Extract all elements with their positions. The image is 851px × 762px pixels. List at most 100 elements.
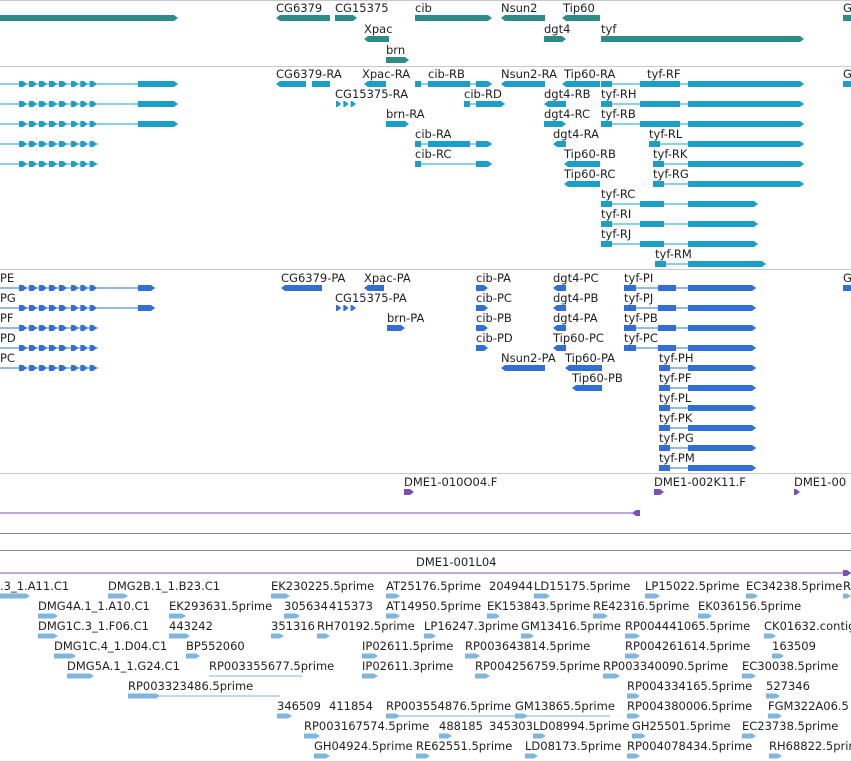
exon-glyph[interactable] [336, 101, 342, 107]
exon-glyph[interactable] [39, 161, 47, 167]
transcript-label[interactable]: Nsun2-RA [501, 67, 558, 81]
transcript[interactable] [601, 81, 612, 87]
est-glyph[interactable] [521, 633, 534, 639]
transcript-label[interactable]: CG6379-PA [281, 271, 346, 285]
transcript-label[interactable]: dgt4-RA [553, 127, 599, 141]
transcript-label[interactable]: PF [0, 311, 14, 325]
clone-glyph[interactable] [794, 489, 800, 495]
gene-label[interactable]: G [843, 1, 851, 15]
transcript-label[interactable]: cib-PD [476, 331, 513, 345]
est-glyph[interactable] [0, 593, 30, 599]
transcript-label[interactable]: tyf-RK [653, 147, 688, 161]
exon-glyph[interactable] [89, 101, 97, 107]
transcript[interactable] [688, 261, 766, 267]
est-label[interactable]: RP004441065.5prime [625, 619, 751, 633]
est-label[interactable]: 411854 [329, 699, 373, 713]
transcript-label[interactable]: cib-PA [476, 271, 512, 285]
exon-glyph[interactable] [71, 345, 79, 351]
transcript-label[interactable]: cib-PC [476, 291, 512, 305]
transcript-label[interactable]: tyf-PL [659, 391, 692, 405]
exon-glyph[interactable] [29, 121, 37, 127]
est-glyph[interactable] [625, 633, 640, 639]
transcript-glyph[interactable] [138, 81, 178, 87]
est-glyph[interactable] [742, 733, 756, 739]
transcript[interactable] [658, 305, 676, 311]
exon-glyph[interactable] [39, 81, 47, 87]
exon-glyph[interactable] [19, 121, 27, 127]
est-label[interactable]: EK230225.5prime [271, 579, 375, 593]
transcript-glyph[interactable] [572, 385, 602, 391]
gene-glyph[interactable] [335, 15, 357, 21]
est-label[interactable]: GM13865.5prime [515, 699, 615, 713]
est-glyph[interactable] [487, 613, 500, 619]
gene-label[interactable]: brn [386, 43, 406, 57]
est-label[interactable]: RP003355677.5prime [209, 659, 335, 673]
gene-glyph[interactable] [386, 57, 409, 63]
transcript-label[interactable]: PC [0, 351, 15, 365]
est-glyph[interactable] [843, 593, 851, 599]
transcript-label[interactable]: tyf-RI [601, 207, 632, 221]
transcript-label[interactable]: dgt4-RC [544, 107, 591, 121]
transcript-label[interactable]: Xpac-PA [364, 271, 411, 285]
transcript-label[interactable]: tyf-PK [659, 411, 693, 425]
transcript-glyph[interactable] [476, 345, 488, 351]
est-glyph[interactable] [38, 613, 58, 619]
est-glyph[interactable] [54, 653, 76, 659]
est-glyph[interactable] [772, 653, 784, 659]
gene-glyph[interactable] [544, 36, 566, 42]
est-glyph[interactable] [645, 593, 660, 599]
exon-glyph[interactable] [29, 285, 37, 291]
est-glyph[interactable] [38, 633, 58, 639]
est-label[interactable]: DMG1C.3_1.F06.C1 [38, 619, 149, 633]
transcript-label[interactable]: tyf-RG [653, 167, 689, 181]
est-label[interactable]: AT14950.5prime [386, 599, 482, 613]
est-glyph[interactable] [698, 613, 712, 619]
clone-glyph[interactable] [654, 489, 664, 495]
transcript[interactable] [601, 201, 612, 207]
transcript[interactable] [658, 325, 676, 331]
transcript-glyph[interactable] [312, 81, 330, 87]
transcript[interactable] [601, 101, 612, 107]
transcript[interactable] [688, 241, 758, 247]
exon-glyph[interactable] [19, 305, 27, 311]
exon-glyph[interactable] [39, 121, 47, 127]
exon-glyph[interactable] [89, 345, 97, 351]
gene-label[interactable]: Nsun2 [501, 1, 538, 15]
transcript[interactable] [624, 325, 636, 331]
exon-glyph[interactable] [89, 325, 97, 331]
transcript-glyph[interactable] [564, 181, 600, 187]
transcript[interactable] [415, 141, 421, 147]
transcript-glyph[interactable] [476, 285, 488, 291]
exon-glyph[interactable] [343, 305, 349, 311]
exon-glyph[interactable] [89, 81, 97, 87]
transcript-label[interactable]: tyf-RC [601, 187, 636, 201]
exon-glyph[interactable] [71, 141, 79, 147]
transcript-label[interactable]: tyf-PC [624, 331, 658, 345]
est-glyph[interactable] [525, 753, 538, 759]
transcript-label[interactable]: dgt4-PB [553, 291, 599, 305]
est-glyph[interactable] [627, 693, 640, 699]
est-label[interactable]: LP16247.3prime [424, 619, 519, 633]
exon-glyph[interactable] [59, 141, 67, 147]
est-label[interactable]: GM13416.5prime [521, 619, 621, 633]
est-glyph[interactable] [271, 593, 290, 599]
transcript-label[interactable]: G [843, 67, 851, 81]
transcript[interactable] [640, 221, 664, 227]
est-label[interactable]: EC34238.5prime [746, 579, 843, 593]
exon-glyph[interactable] [29, 305, 37, 311]
exon-glyph[interactable] [39, 285, 47, 291]
exon-glyph[interactable] [89, 305, 97, 311]
transcript-label[interactable]: tyf-PG [659, 431, 694, 445]
est-label[interactable]: RH70192.5prime [317, 619, 415, 633]
transcript[interactable] [688, 141, 804, 147]
transcript[interactable] [464, 101, 470, 107]
transcript-glyph[interactable] [476, 325, 488, 331]
est-label[interactable]: RP003323486.5prime [128, 679, 254, 693]
transcript-label[interactable]: CG15375-RA [335, 87, 409, 101]
transcript-glyph[interactable] [553, 305, 566, 311]
transcript-glyph[interactable] [138, 121, 178, 127]
est-glyph[interactable] [271, 633, 284, 639]
gene-glyph[interactable] [415, 15, 492, 21]
exon-glyph[interactable] [80, 365, 88, 371]
transcript-label[interactable]: cib-RC [415, 147, 452, 161]
